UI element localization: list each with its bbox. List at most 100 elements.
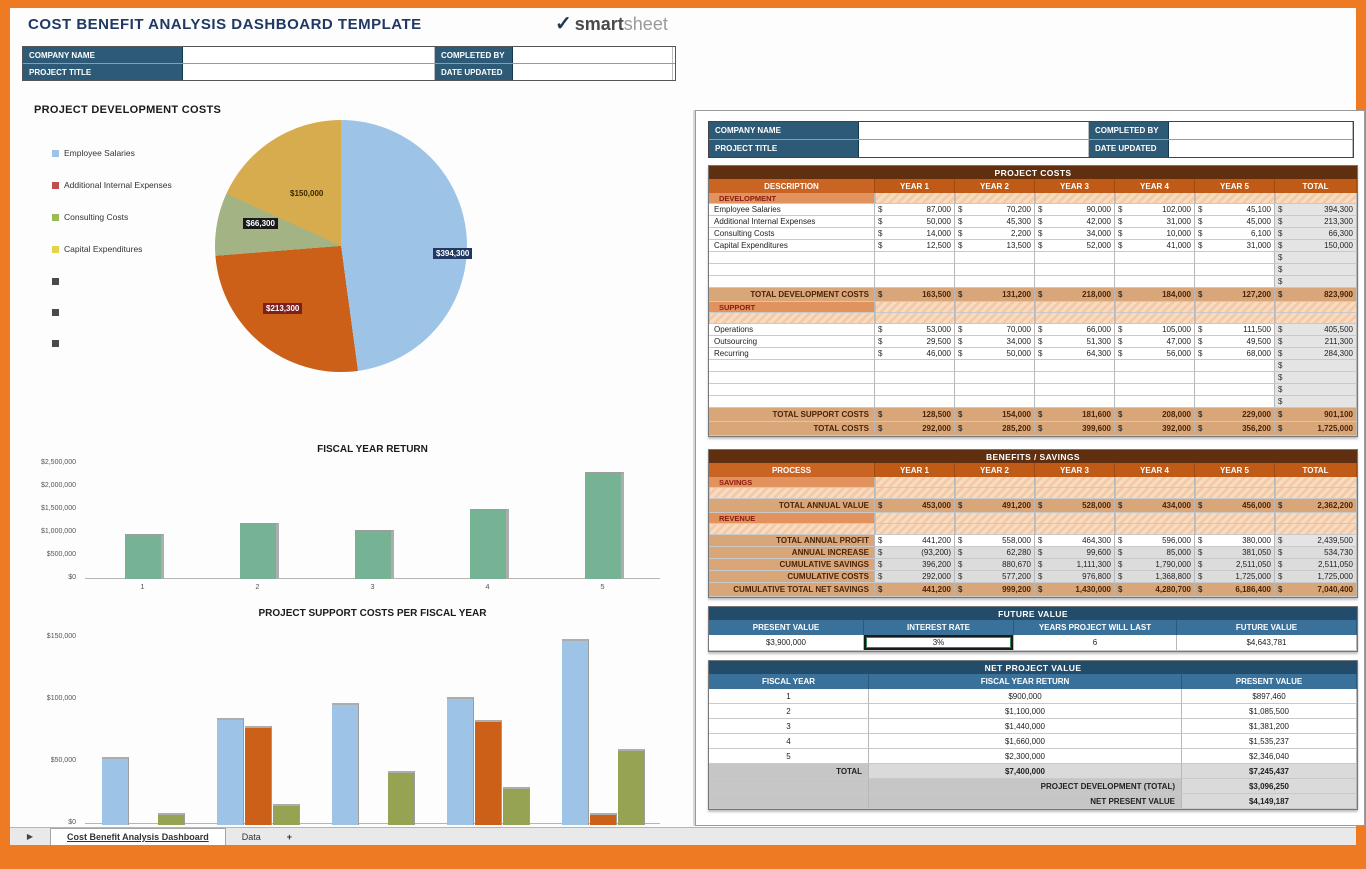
money-cell[interactable]: $52,000 <box>1035 240 1115 252</box>
money-cell[interactable]: $34,000 <box>955 336 1035 348</box>
hatch-cell[interactable] <box>1275 193 1357 204</box>
hatch-cell[interactable] <box>955 477 1035 488</box>
money-cell[interactable]: $ <box>1275 360 1357 372</box>
money-cell[interactable]: $128,500 <box>875 408 955 422</box>
hatch-cell[interactable] <box>1115 313 1195 324</box>
hatch-cell[interactable] <box>1035 488 1115 499</box>
hatch-cell[interactable] <box>1275 524 1357 535</box>
money-cell[interactable]: $558,000 <box>955 535 1035 547</box>
money-cell[interactable]: $13,500 <box>955 240 1035 252</box>
money-cell[interactable]: $ <box>1115 372 1195 384</box>
money-cell[interactable]: $976,800 <box>1035 571 1115 583</box>
money-cell[interactable]: $42,000 <box>1035 216 1115 228</box>
money-cell[interactable]: $ <box>1115 360 1195 372</box>
hatch-cell[interactable] <box>1275 313 1357 324</box>
hatch-cell[interactable] <box>1115 513 1195 524</box>
company-name-field[interactable] <box>183 47 435 63</box>
money-cell[interactable]: $68,000 <box>1195 348 1275 360</box>
money-cell[interactable]: $6,100 <box>1195 228 1275 240</box>
money-cell[interactable]: $14,000 <box>875 228 955 240</box>
hatch-cell[interactable] <box>1275 302 1357 313</box>
row-label[interactable]: Consulting Costs <box>709 228 875 240</box>
hatch-cell[interactable] <box>875 193 955 204</box>
money-cell[interactable]: $285,200 <box>955 422 1035 436</box>
money-cell[interactable]: $399,600 <box>1035 422 1115 436</box>
legend-item[interactable]: Additional Internal Expenses <box>52 180 202 190</box>
money-cell[interactable]: $ <box>1115 252 1195 264</box>
money-cell[interactable]: $ <box>1115 276 1195 288</box>
money-cell[interactable]: $ <box>955 276 1035 288</box>
date-updated-field[interactable] <box>513 64 673 80</box>
money-cell[interactable]: $577,200 <box>955 571 1035 583</box>
money-cell[interactable]: $ <box>1115 396 1195 408</box>
hatch-cell[interactable] <box>1035 513 1115 524</box>
money-cell[interactable]: $105,000 <box>1115 324 1195 336</box>
money-cell[interactable]: $ <box>875 264 955 276</box>
hatch-cell[interactable] <box>1275 488 1357 499</box>
money-cell[interactable]: $ <box>1195 396 1275 408</box>
money-cell[interactable]: $51,300 <box>1035 336 1115 348</box>
money-cell[interactable]: $ <box>875 252 955 264</box>
legend-item[interactable]: Capital Expenditures <box>52 244 202 254</box>
date-updated-field[interactable] <box>1169 140 1353 157</box>
hatch-cell[interactable] <box>875 477 955 488</box>
hatch-cell[interactable] <box>1195 313 1275 324</box>
money-cell[interactable]: $85,000 <box>1115 547 1195 559</box>
money-cell[interactable]: $392,000 <box>1115 422 1195 436</box>
row-label[interactable] <box>709 360 875 372</box>
money-cell[interactable]: $2,200 <box>955 228 1035 240</box>
money-cell[interactable]: $2,439,500 <box>1275 535 1357 547</box>
money-cell[interactable]: $2,362,200 <box>1275 499 1357 513</box>
tab-data[interactable]: Data <box>241 831 261 842</box>
money-cell[interactable]: $1,725,000 <box>1195 571 1275 583</box>
hatch-cell[interactable] <box>1115 302 1195 313</box>
hatch-cell[interactable] <box>1195 513 1275 524</box>
money-cell[interactable]: $ <box>1195 360 1275 372</box>
money-cell[interactable]: $154,000 <box>955 408 1035 422</box>
money-cell[interactable]: $163,500 <box>875 288 955 302</box>
money-cell[interactable]: $ <box>875 396 955 408</box>
money-cell[interactable]: $ <box>955 384 1035 396</box>
value-cell[interactable]: $1,440,000 <box>869 719 1182 734</box>
value-cell[interactable]: $1,381,200 <box>1182 719 1357 734</box>
value-cell[interactable]: 6 <box>1014 635 1177 651</box>
money-cell[interactable]: $ <box>1035 276 1115 288</box>
hatch-cell[interactable] <box>1035 193 1115 204</box>
value-cell[interactable]: 4 <box>709 734 869 749</box>
money-cell[interactable]: $ <box>1195 384 1275 396</box>
row-label[interactable]: Operations <box>709 324 875 336</box>
money-cell[interactable]: $491,200 <box>955 499 1035 513</box>
money-cell[interactable]: $56,000 <box>1115 348 1195 360</box>
money-cell[interactable]: $434,000 <box>1115 499 1195 513</box>
money-cell[interactable]: $45,300 <box>955 216 1035 228</box>
money-cell[interactable]: $229,000 <box>1195 408 1275 422</box>
money-cell[interactable]: $211,300 <box>1275 336 1357 348</box>
hatch-cell[interactable] <box>955 313 1035 324</box>
money-cell[interactable]: $356,200 <box>1195 422 1275 436</box>
row-label[interactable]: Recurring <box>709 348 875 360</box>
money-cell[interactable]: $131,200 <box>955 288 1035 302</box>
money-cell[interactable]: $70,200 <box>955 204 1035 216</box>
hatch-cell[interactable] <box>1035 524 1115 535</box>
money-cell[interactable]: $ <box>955 372 1035 384</box>
legend-item[interactable]: Employee Salaries <box>52 148 202 158</box>
money-cell[interactable]: $6,186,400 <box>1195 583 1275 597</box>
project-title-field[interactable] <box>859 140 1089 157</box>
money-cell[interactable]: $ <box>875 276 955 288</box>
value-cell[interactable]: $1,660,000 <box>869 734 1182 749</box>
row-label[interactable] <box>709 264 875 276</box>
hatch-cell[interactable] <box>955 302 1035 313</box>
money-cell[interactable]: $62,280 <box>955 547 1035 559</box>
money-cell[interactable]: $1,725,000 <box>1275 571 1357 583</box>
money-cell[interactable]: $ <box>1275 264 1357 276</box>
money-cell[interactable]: $880,670 <box>955 559 1035 571</box>
value-cell[interactable]: 1 <box>709 689 869 704</box>
value-cell[interactable]: 5 <box>709 749 869 764</box>
value-cell[interactable]: $4,643,781 <box>1177 635 1357 651</box>
money-cell[interactable]: $150,000 <box>1275 240 1357 252</box>
money-cell[interactable]: $464,300 <box>1035 535 1115 547</box>
project-title-field[interactable] <box>183 64 435 80</box>
money-cell[interactable]: $ <box>955 396 1035 408</box>
hatch-cell[interactable] <box>955 524 1035 535</box>
value-cell[interactable]: $2,346,040 <box>1182 749 1357 764</box>
